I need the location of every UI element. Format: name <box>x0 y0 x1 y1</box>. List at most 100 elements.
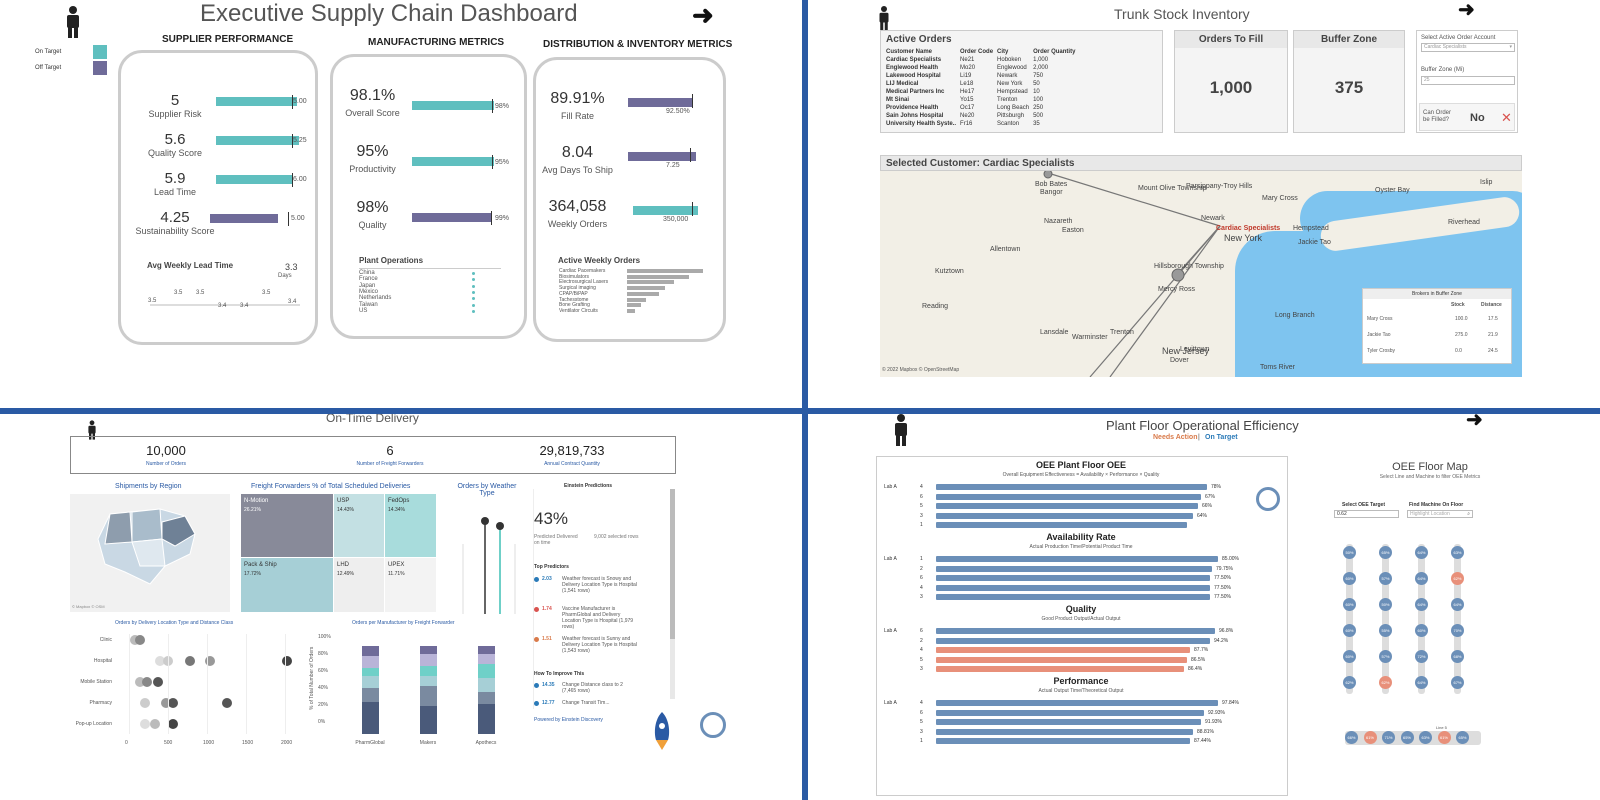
machine-circle[interactable]: 64% <box>1415 676 1428 689</box>
user-icon[interactable] <box>893 414 909 446</box>
stack-segment[interactable] <box>420 646 437 654</box>
region-map[interactable]: © Mapbox © OSM <box>70 494 230 612</box>
dist-dot[interactable] <box>153 677 163 687</box>
machine-circle[interactable]: 72% <box>1415 650 1428 663</box>
account-select[interactable]: Cardiac Specialists ▾ <box>1421 43 1515 52</box>
oee-bar[interactable] <box>936 666 1184 672</box>
user-icon[interactable] <box>878 6 890 30</box>
dist-dot[interactable] <box>140 719 150 729</box>
table-row[interactable]: Mt Sinai Yo15 Trenton 100 <box>886 96 1079 104</box>
machine-circle[interactable]: 50% <box>1343 546 1356 559</box>
table-row[interactable]: Englewood Health Mo20 Englewood 2,000 <box>886 64 1079 72</box>
dist-dot[interactable] <box>135 677 145 687</box>
dist-dot[interactable] <box>168 719 178 729</box>
oee-bar[interactable] <box>936 594 1210 600</box>
treemap-cell[interactable]: USP 14.43% <box>334 494 384 557</box>
machine-circle[interactable]: 55% <box>1379 624 1392 637</box>
stack-segment[interactable] <box>478 678 495 692</box>
machine-circle[interactable]: 60% <box>1415 624 1428 637</box>
stack-segment[interactable] <box>420 706 437 734</box>
next-arrow-icon[interactable]: ➜ <box>1466 414 1483 431</box>
stack-segment[interactable] <box>478 646 495 654</box>
next-arrow-icon[interactable]: ➜ <box>1458 0 1475 21</box>
next-arrow-icon[interactable]: ➜ <box>692 0 714 30</box>
table-row[interactable]: Sain Johns Hospital Ne20 Pittsburgh 500 <box>886 112 1079 120</box>
customer-map[interactable]: Bob Bates Bangor Mount Olive Township Parsi… <box>880 171 1522 377</box>
buffer-mi-input[interactable]: 25 <box>1421 76 1515 85</box>
dist-dot[interactable] <box>168 698 178 708</box>
machine-circle[interactable]: 66% <box>1345 731 1358 744</box>
oee-bar[interactable] <box>936 628 1215 634</box>
table-row[interactable]: University Health Syste.. Fr16 Scanton 35 <box>886 120 1079 128</box>
stack-segment[interactable] <box>478 664 495 678</box>
dist-dot[interactable] <box>140 698 150 708</box>
machine-circle[interactable]: 57% <box>1379 572 1392 585</box>
oee-bar[interactable] <box>936 565 1212 572</box>
scrollbar[interactable] <box>670 489 675 699</box>
table-row[interactable]: Cardiac Specialists Ne21 Hoboken 1,000 <box>886 56 1079 64</box>
machine-circle[interactable]: 57% <box>1379 650 1392 663</box>
stack-segment[interactable] <box>478 704 495 734</box>
find-machine-input[interactable]: Highlight Location ⌕ <box>1407 510 1473 518</box>
treemap-cell[interactable]: FedOps 14.34% <box>385 494 436 557</box>
table-row[interactable]: Lakewood Hospital Li19 Newark 750 <box>886 72 1079 80</box>
machine-circle[interactable]: 61% <box>1363 731 1377 744</box>
table-row[interactable]: Providence Health Oc17 Long Beach 250 <box>886 104 1079 112</box>
stack-segment[interactable] <box>420 686 437 706</box>
machine-circle[interactable]: 70% <box>1451 624 1464 637</box>
dist-dot[interactable] <box>150 719 160 729</box>
stack-segment[interactable] <box>420 666 437 676</box>
treemap-cell[interactable]: LHD 12.49% <box>334 558 384 612</box>
stack-segment[interactable] <box>362 646 379 656</box>
stack-segment[interactable] <box>478 654 495 664</box>
table-row[interactable]: Medical Partners Inc He17 Hempstead 10 <box>886 88 1079 96</box>
dist-dot[interactable] <box>282 656 292 666</box>
user-icon[interactable] <box>65 6 81 38</box>
dist-dot[interactable] <box>205 656 215 666</box>
machine-circle[interactable]: 63% <box>1419 731 1432 744</box>
machine-circle[interactable]: 62% <box>1451 572 1464 585</box>
treemap[interactable]: N-Motion 26.21% USP 14.43% FedOps 14.34% Pa… <box>241 494 436 612</box>
stack-segment[interactable] <box>420 654 437 666</box>
machine-circle[interactable]: 65% <box>1400 731 1414 744</box>
machine-circle[interactable]: 60% <box>1343 650 1356 663</box>
stack-segment[interactable] <box>362 676 379 688</box>
oee-bar[interactable] <box>936 584 1210 591</box>
stack-segment[interactable] <box>362 668 379 676</box>
stack-segment[interactable] <box>362 688 379 702</box>
oee-bar[interactable] <box>936 719 1201 725</box>
machine-circle[interactable]: 60% <box>1343 572 1356 585</box>
machine-circle[interactable]: 68% <box>1451 650 1464 663</box>
oee-target-input[interactable]: 0.62 <box>1334 510 1399 518</box>
oee-bar[interactable] <box>936 709 1204 716</box>
machine-circle[interactable]: 60% <box>1343 624 1356 637</box>
oee-bar[interactable] <box>936 656 1187 663</box>
treemap-cell[interactable]: N-Motion 26.21% <box>241 494 333 557</box>
machine-circle[interactable]: 65% <box>1456 731 1469 744</box>
machine-circle[interactable]: 62% <box>1343 676 1356 689</box>
oee-bar[interactable] <box>936 700 1218 706</box>
machine-circle[interactable]: 64% <box>1415 598 1428 611</box>
oee-bar[interactable] <box>936 484 1207 490</box>
dist-dot[interactable] <box>142 677 152 687</box>
oee-bar[interactable] <box>936 575 1210 581</box>
machine-circle[interactable]: 65% <box>1379 546 1392 559</box>
oee-bar[interactable] <box>936 738 1190 744</box>
treemap-cell[interactable]: UPEX 11.71% <box>385 558 436 612</box>
oee-bar[interactable] <box>936 522 1187 528</box>
treemap-cell[interactable]: Pack & Ship 17.72% <box>241 558 333 612</box>
machine-circle[interactable]: 50% <box>1379 598 1392 611</box>
machine-circle[interactable]: 64% <box>1415 546 1428 559</box>
oee-bar[interactable] <box>936 647 1190 653</box>
stack-segment[interactable] <box>478 692 495 704</box>
dist-dot[interactable] <box>135 635 145 645</box>
oee-bar[interactable] <box>936 728 1193 735</box>
oee-bar[interactable] <box>936 556 1218 562</box>
machine-circle[interactable]: 71% <box>1382 731 1395 744</box>
stack-segment[interactable] <box>362 702 379 734</box>
machine-circle[interactable]: 62% <box>1379 676 1392 689</box>
machine-circle[interactable]: 67% <box>1451 676 1464 689</box>
stack-segment[interactable] <box>420 676 437 686</box>
machine-circle[interactable]: 63% <box>1451 546 1464 559</box>
machine-circle[interactable]: 60% <box>1343 598 1356 611</box>
